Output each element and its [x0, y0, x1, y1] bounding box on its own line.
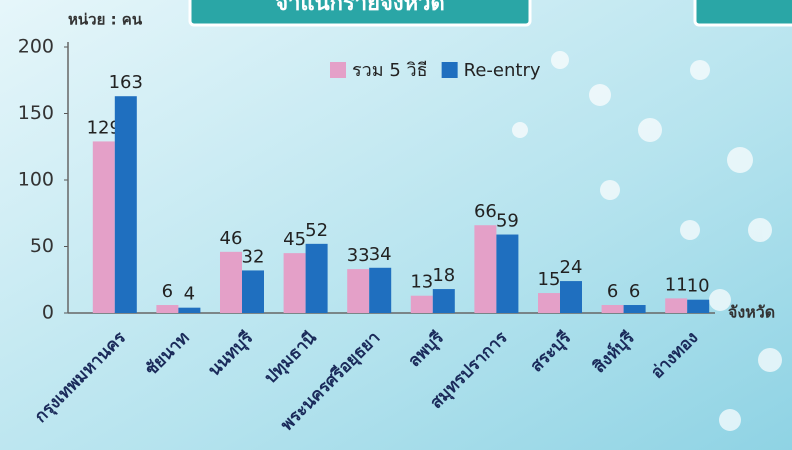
data-label: 18 — [432, 265, 455, 286]
data-label: 163 — [109, 72, 143, 93]
bar — [178, 307, 201, 313]
y-tick-label: 200 — [18, 36, 54, 58]
side-box — [693, 0, 792, 27]
decor-dots — [512, 51, 782, 431]
data-label: 52 — [305, 220, 328, 241]
data-label: 6 — [162, 281, 173, 302]
bar — [560, 281, 582, 313]
legend-label: Re-entry — [464, 60, 541, 81]
data-label: 11 — [665, 274, 688, 295]
bar — [687, 299, 710, 313]
y-tick-label: 150 — [18, 102, 54, 124]
data-label: 45 — [283, 229, 306, 250]
data-label: 129 — [87, 117, 121, 138]
bar — [305, 243, 328, 313]
bar — [474, 225, 497, 313]
bar — [347, 269, 370, 313]
bar — [496, 234, 519, 313]
unit-label: หน่วย : คน — [68, 11, 143, 29]
data-label: 24 — [560, 257, 583, 278]
y-tick-label: 100 — [18, 169, 54, 191]
legend-swatch — [330, 62, 346, 78]
data-label: 6 — [607, 281, 618, 302]
bar — [156, 305, 179, 313]
data-label: 32 — [242, 246, 265, 267]
data-label: 15 — [538, 269, 561, 290]
data-label: 34 — [369, 244, 392, 265]
data-label: 13 — [410, 272, 433, 293]
bar — [369, 267, 392, 313]
legend-label: รวม 5 วิธี — [352, 60, 428, 81]
y-tick-label: 50 — [30, 235, 54, 257]
bar — [538, 293, 560, 313]
legend-swatch — [441, 62, 458, 78]
bar — [432, 289, 455, 313]
data-label: 4 — [184, 284, 195, 305]
data-label: 6 — [629, 281, 640, 302]
bar — [601, 305, 624, 313]
bar — [114, 96, 137, 314]
bar — [623, 305, 646, 313]
data-label: 33 — [347, 245, 370, 266]
x-axis-label: จังหวัด — [728, 303, 775, 322]
bar — [220, 251, 242, 313]
bar — [92, 141, 115, 313]
bar — [410, 295, 433, 313]
data-label: 66 — [474, 201, 497, 222]
y-tick-label: 0 — [42, 302, 54, 324]
data-label: 46 — [220, 228, 243, 249]
bar — [242, 270, 264, 313]
bar — [283, 253, 306, 313]
data-label: 59 — [496, 211, 519, 232]
data-label: 10 — [687, 276, 710, 297]
bar — [665, 298, 688, 313]
title: จำแนกรายจังหวัด — [275, 0, 445, 16]
title-box — [188, 0, 532, 27]
